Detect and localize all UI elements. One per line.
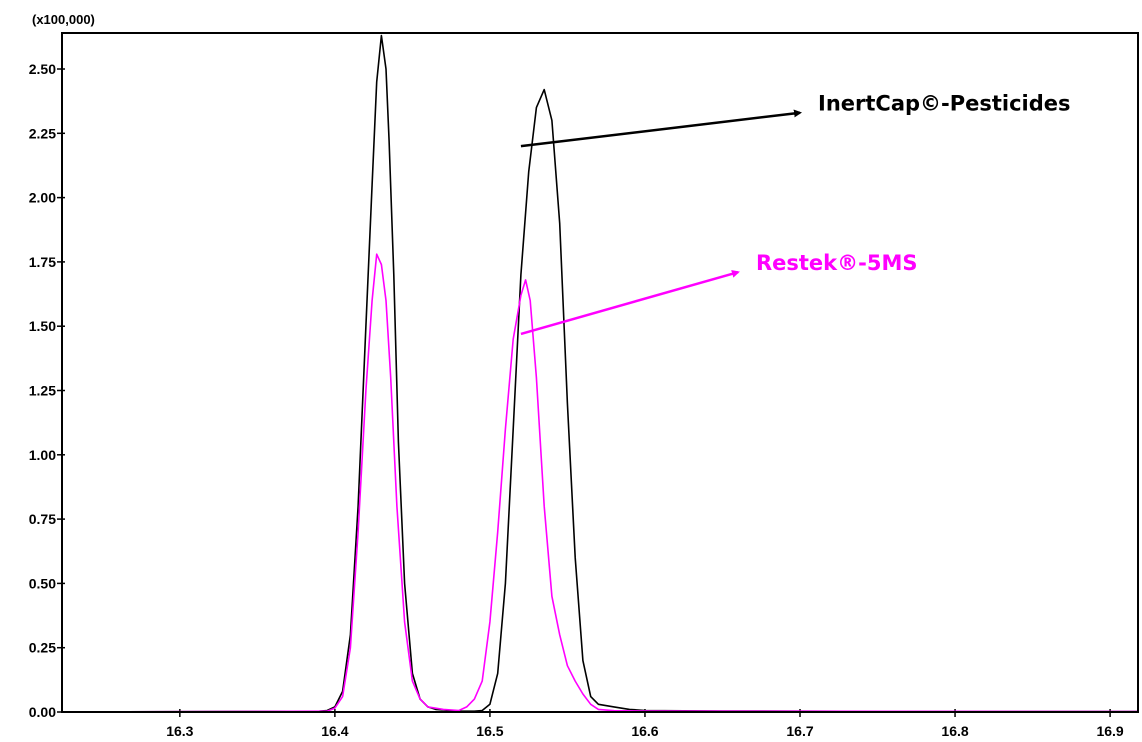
annotation-arrow — [520, 109, 802, 148]
y-tick-label: 1.25 — [29, 383, 56, 399]
y-tick-label: 0.00 — [29, 704, 56, 720]
x-tick-label: 16.3 — [166, 723, 193, 739]
y-axis: 0.00 0.25 0.50 0.75 1.00 1.25 1.50 1.75 2.00 2.25… — [29, 61, 65, 720]
y-tick-label: 0.75 — [29, 511, 56, 527]
series-line-inertcap-pesticides — [61, 34, 1138, 713]
y-tick-label: 1.75 — [29, 254, 56, 270]
y-tick-label: 1.00 — [29, 447, 56, 463]
x-tick-label: 16.4 — [321, 723, 348, 739]
y-tick-label: 2.25 — [29, 125, 56, 141]
annotation-label: Restek®-5MS — [756, 251, 918, 275]
x-tick-label: 16.6 — [631, 723, 658, 739]
x-tick-label: 16.7 — [786, 723, 813, 739]
annotation-layer: InertCap©-Pesticides Restek®-5MS — [520, 92, 1071, 336]
x-axis: 16.3 16.4 16.5 16.6 16.7 16.8 16.9 — [166, 709, 1124, 739]
x-tick-label: 16.8 — [941, 723, 968, 739]
annotation-arrow — [520, 269, 740, 336]
y-tick-label: 0.50 — [29, 575, 56, 591]
annotation-label: InertCap©-Pesticides — [818, 92, 1071, 116]
y-scale-label: (x100,000) — [32, 12, 95, 27]
series-layer — [61, 34, 1139, 713]
y-tick-label: 2.00 — [29, 190, 56, 206]
y-tick-label: 0.25 — [29, 640, 56, 656]
x-tick-label: 16.5 — [476, 723, 503, 739]
plot-frame — [61, 32, 1139, 713]
series-line-restek-5ms — [61, 253, 1139, 713]
x-tick-label: 16.9 — [1096, 723, 1123, 739]
y-tick-label: 2.50 — [29, 61, 56, 77]
y-tick-label: 1.50 — [29, 318, 56, 334]
